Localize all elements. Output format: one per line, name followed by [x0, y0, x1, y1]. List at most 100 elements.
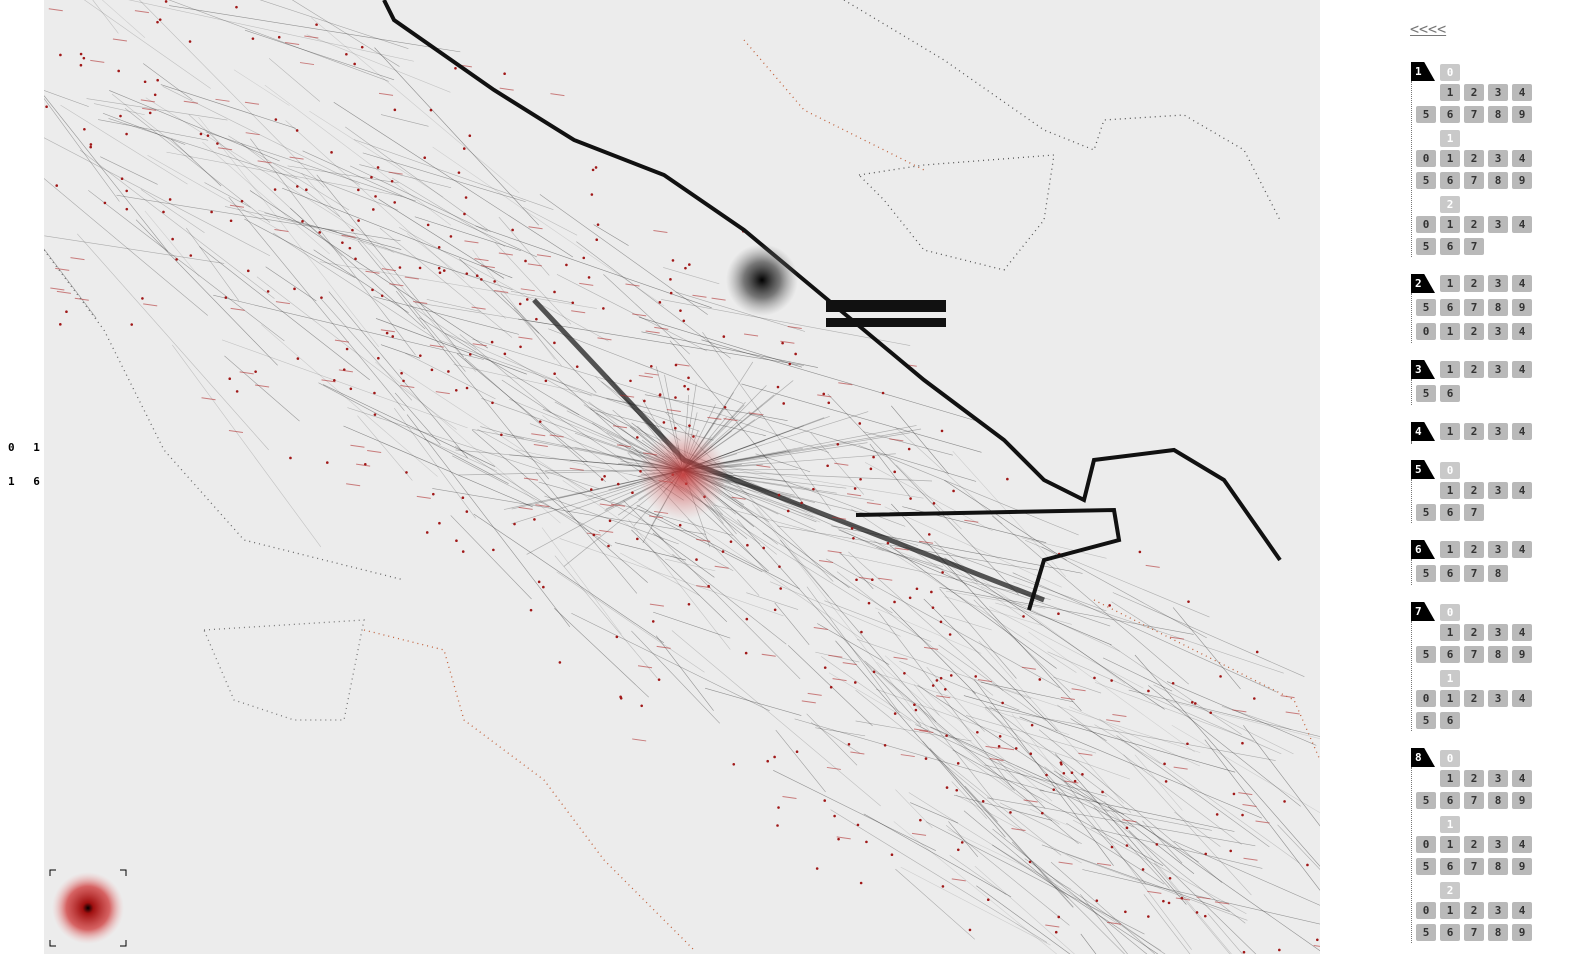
digit-tile[interactable]: 2: [1464, 361, 1484, 378]
digit-tile[interactable]: 9: [1512, 924, 1532, 941]
group-header[interactable]: 5: [1411, 460, 1435, 479]
digit-tile[interactable]: 2: [1464, 482, 1484, 499]
digit-tile[interactable]: 8: [1488, 565, 1508, 582]
digit-tile[interactable]: 7: [1464, 504, 1484, 521]
digit-tile[interactable]: 4: [1512, 323, 1532, 340]
digit-tile[interactable]: 0: [1416, 836, 1436, 853]
digit-tile[interactable]: 2: [1464, 902, 1484, 919]
digit-tile[interactable]: 2: [1464, 836, 1484, 853]
digit-tile[interactable]: 7: [1464, 858, 1484, 875]
block-label[interactable]: 1: [1440, 816, 1460, 833]
digit-tile[interactable]: 2: [1464, 216, 1484, 233]
digit-tile[interactable]: 2: [1464, 150, 1484, 167]
digit-tile[interactable]: 3: [1488, 624, 1508, 641]
digit-tile[interactable]: 9: [1512, 172, 1532, 189]
digit-tile[interactable]: 4: [1512, 423, 1532, 440]
digit-tile[interactable]: 5: [1416, 504, 1436, 521]
digit-tile[interactable]: 1: [1440, 482, 1460, 499]
digit-tile[interactable]: 3: [1488, 323, 1508, 340]
digit-tile[interactable]: 6: [1440, 504, 1460, 521]
digit-tile[interactable]: 7: [1464, 924, 1484, 941]
digit-tile[interactable]: 1: [1440, 770, 1460, 787]
digit-tile[interactable]: 8: [1488, 646, 1508, 663]
digit-tile[interactable]: 5: [1416, 238, 1436, 255]
digit-tile[interactable]: 2: [1464, 770, 1484, 787]
digit-tile[interactable]: 6: [1440, 924, 1460, 941]
digit-tile[interactable]: 4: [1512, 275, 1532, 292]
digit-tile[interactable]: 7: [1464, 238, 1484, 255]
digit-tile[interactable]: 4: [1512, 361, 1532, 378]
digit-tile[interactable]: 1: [1440, 84, 1460, 101]
digit-tile[interactable]: 3: [1488, 423, 1508, 440]
digit-tile[interactable]: 7: [1464, 299, 1484, 316]
digit-tile[interactable]: 9: [1512, 792, 1532, 809]
digit-tile[interactable]: 1: [1440, 216, 1460, 233]
digit-tile[interactable]: 9: [1512, 858, 1532, 875]
digit-tile[interactable]: 0: [1416, 216, 1436, 233]
digit-tile[interactable]: 1: [1440, 423, 1460, 440]
digit-tile[interactable]: 3: [1488, 361, 1508, 378]
group-header[interactable]: 3: [1411, 360, 1435, 379]
digit-tile[interactable]: 6: [1440, 299, 1460, 316]
digit-tile[interactable]: 8: [1488, 924, 1508, 941]
digit-tile[interactable]: 0: [1416, 690, 1436, 707]
block-label[interactable]: 2: [1440, 196, 1460, 213]
digit-tile[interactable]: 3: [1488, 836, 1508, 853]
digit-tile[interactable]: 6: [1440, 712, 1460, 729]
digit-tile[interactable]: 3: [1488, 541, 1508, 558]
digit-tile[interactable]: 0: [1416, 150, 1436, 167]
digit-tile[interactable]: 6: [1440, 106, 1460, 123]
block-label[interactable]: 0: [1440, 604, 1460, 621]
digit-tile[interactable]: 5: [1416, 565, 1436, 582]
digit-tile[interactable]: 4: [1512, 770, 1532, 787]
digit-tile[interactable]: 4: [1512, 150, 1532, 167]
group-header[interactable]: 6: [1411, 540, 1435, 559]
digit-tile[interactable]: 3: [1488, 482, 1508, 499]
block-label[interactable]: 1: [1440, 130, 1460, 147]
digit-tile[interactable]: 4: [1512, 482, 1532, 499]
digit-tile[interactable]: 9: [1512, 106, 1532, 123]
digit-tile[interactable]: 5: [1416, 172, 1436, 189]
digit-tile[interactable]: 3: [1488, 216, 1508, 233]
digit-tile[interactable]: 3: [1488, 690, 1508, 707]
digit-tile[interactable]: 5: [1416, 106, 1436, 123]
block-label[interactable]: 1: [1440, 670, 1460, 687]
digit-tile[interactable]: 4: [1512, 690, 1532, 707]
digit-tile[interactable]: 5: [1416, 646, 1436, 663]
digit-tile[interactable]: 9: [1512, 646, 1532, 663]
digit-tile[interactable]: 2: [1464, 541, 1484, 558]
block-label[interactable]: 0: [1440, 462, 1460, 479]
digit-tile[interactable]: 4: [1512, 902, 1532, 919]
digit-tile[interactable]: 9: [1512, 299, 1532, 316]
digit-tile[interactable]: 5: [1416, 924, 1436, 941]
digit-tile[interactable]: 2: [1464, 423, 1484, 440]
block-label[interactable]: 2: [1440, 882, 1460, 899]
digit-tile[interactable]: 1: [1440, 624, 1460, 641]
block-label[interactable]: 0: [1440, 750, 1460, 767]
digit-tile[interactable]: 6: [1440, 172, 1460, 189]
digit-tile[interactable]: 4: [1512, 216, 1532, 233]
digit-tile[interactable]: 1: [1440, 836, 1460, 853]
digit-tile[interactable]: 8: [1488, 299, 1508, 316]
digit-tile[interactable]: 7: [1464, 646, 1484, 663]
digit-tile[interactable]: 1: [1440, 541, 1460, 558]
digit-tile[interactable]: 6: [1440, 858, 1460, 875]
digit-tile[interactable]: 5: [1416, 792, 1436, 809]
digit-tile[interactable]: 4: [1512, 541, 1532, 558]
digit-tile[interactable]: 1: [1440, 361, 1460, 378]
block-label[interactable]: 0: [1440, 64, 1460, 81]
digit-tile[interactable]: 7: [1464, 792, 1484, 809]
digit-tile[interactable]: 6: [1440, 238, 1460, 255]
digit-tile[interactable]: 3: [1488, 84, 1508, 101]
digit-tile[interactable]: 3: [1488, 770, 1508, 787]
digit-tile[interactable]: 1: [1440, 902, 1460, 919]
digit-tile[interactable]: 6: [1440, 385, 1460, 402]
digit-tile[interactable]: 7: [1464, 172, 1484, 189]
digit-tile[interactable]: 1: [1440, 323, 1460, 340]
digit-tile[interactable]: 7: [1464, 106, 1484, 123]
digit-tile[interactable]: 3: [1488, 275, 1508, 292]
group-header[interactable]: 7: [1411, 602, 1435, 621]
digit-tile[interactable]: 2: [1464, 690, 1484, 707]
digit-tile[interactable]: 0: [1416, 902, 1436, 919]
digit-tile[interactable]: 0: [1416, 323, 1436, 340]
